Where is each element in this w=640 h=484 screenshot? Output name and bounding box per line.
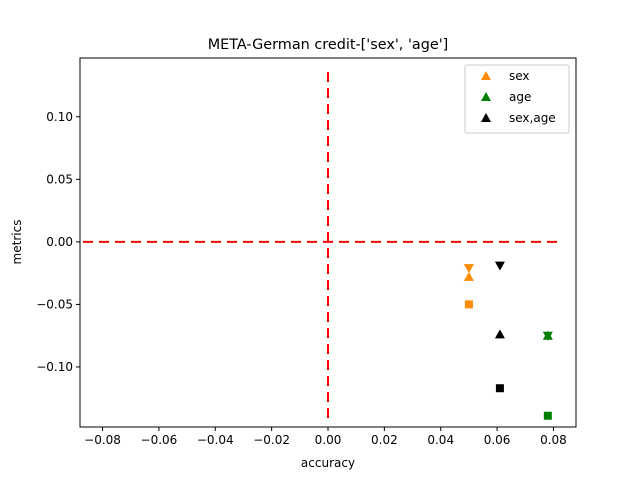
data-point-square (464, 300, 473, 309)
legend: sex age sex,age (464, 64, 570, 134)
data-point-triangle-up (463, 271, 474, 281)
x-tick-label: −0.02 (253, 433, 290, 447)
x-tick-label: 0.00 (315, 433, 342, 447)
legend-label: sex (509, 69, 530, 83)
data-point-triangle-up (494, 329, 505, 339)
x-tick-label: −0.04 (197, 433, 234, 447)
x-tick-label: −0.08 (84, 433, 121, 447)
data-points (463, 261, 553, 420)
x-tick-label: 0.02 (371, 433, 398, 447)
y-axis-label: metrics (10, 220, 24, 265)
legend-label: sex,age (509, 111, 556, 125)
y-axis-ticks: 0.10 0.05 0.00 −0.05 −0.10 (36, 110, 80, 374)
y-tick-label: −0.05 (36, 297, 73, 311)
x-tick-label: 0.04 (427, 433, 454, 447)
x-tick-label: 0.06 (484, 433, 511, 447)
legend-entries: sex age sex,age (481, 69, 556, 125)
reference-lines (83, 72, 562, 423)
data-point-triangle-down (494, 261, 505, 271)
y-tick-label: 0.00 (46, 235, 73, 249)
x-tick-label: 0.08 (540, 433, 567, 447)
chart-title: META-German credit-['sex', 'age'] (208, 37, 449, 53)
data-point-triangle-up (542, 330, 553, 340)
legend-marker (481, 113, 491, 122)
data-point-triangle-down (463, 264, 474, 274)
legend-box (464, 64, 570, 134)
legend-marker (481, 71, 491, 80)
data-point-square (495, 384, 504, 393)
x-tick-label: −0.06 (141, 433, 178, 447)
data-point-square (543, 411, 552, 420)
y-tick-label: −0.10 (36, 360, 73, 374)
x-axis-label: accuracy (301, 456, 355, 470)
x-axis-ticks: −0.08 −0.06 −0.04 −0.02 0.00 0.02 0.04 0.06 0.08 (84, 427, 567, 447)
legend-marker (481, 92, 491, 101)
y-tick-label: 0.10 (46, 110, 73, 124)
legend-label: age (509, 90, 531, 104)
y-tick-label: 0.05 (46, 172, 73, 186)
